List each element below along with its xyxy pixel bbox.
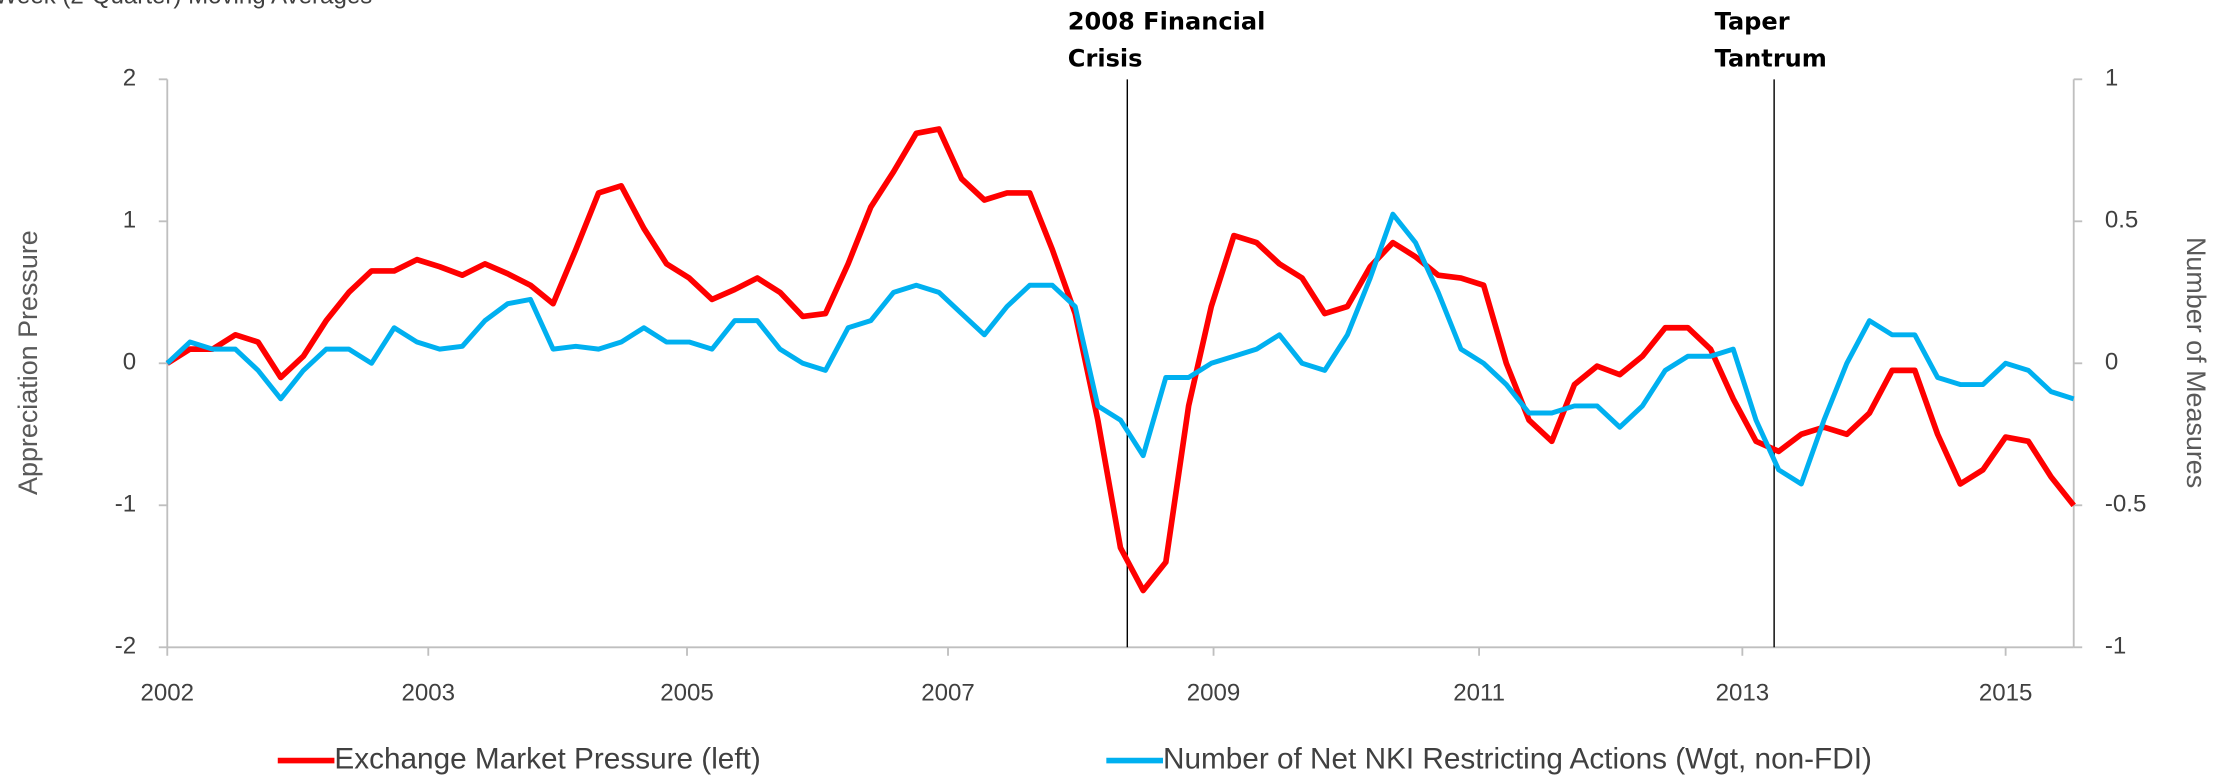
x-tick-label: 2002	[141, 679, 195, 706]
x-tick-label: 2011	[1453, 679, 1505, 706]
legend-label: Exchange Market Pressure (left)	[334, 742, 760, 775]
y2-tick-label: 1	[2105, 65, 2118, 92]
y-axis-title: Appreciation Pressure	[13, 230, 43, 495]
event-label: Crisis	[1068, 44, 1143, 72]
event-label: Tantrum	[1715, 44, 1827, 72]
y-tick-label: 2	[123, 65, 136, 92]
chart-title: e-Week (2-Quarter) Moving Averages	[0, 0, 372, 10]
y-tick-label: 0	[123, 349, 136, 376]
event-label: Taper	[1715, 8, 1790, 36]
y-tick-label: -2	[115, 633, 136, 660]
y-tick-label: -1	[115, 491, 136, 518]
legend-label: Number of Net NKI Restricting Actions (W…	[1163, 742, 1872, 775]
y2-tick-label: 0.5	[2105, 207, 2138, 234]
x-tick-label: 2005	[660, 679, 714, 706]
x-tick-label: 2015	[1979, 679, 2033, 706]
series-line	[165, 126, 2076, 594]
y2-axis-title: Number of Measures	[2181, 237, 2211, 488]
y2-tick-label: -0.5	[2105, 491, 2146, 518]
series-line	[165, 211, 2075, 487]
x-tick-label: 2007	[921, 679, 975, 706]
x-tick-label: 2013	[1716, 679, 1770, 706]
x-tick-label: 2009	[1187, 679, 1241, 706]
event-label: 2008 Financial	[1068, 8, 1266, 36]
y2-tick-label: 0	[2105, 349, 2118, 376]
y-tick-label: 1	[123, 207, 136, 234]
y2-tick-label: -1	[2105, 633, 2126, 660]
x-tick-label: 2003	[402, 679, 456, 706]
